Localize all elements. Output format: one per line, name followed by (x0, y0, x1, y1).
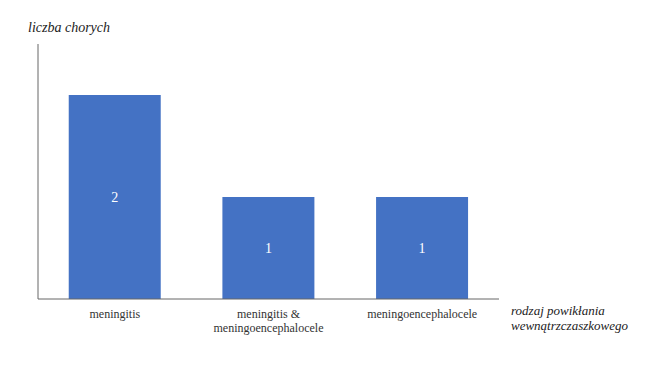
svg-text:2: 2 (111, 190, 118, 205)
svg-text:meningitis &meningoencephaloce: meningitis &meningoencephalocele (214, 307, 324, 335)
svg-text:liczba chorych: liczba chorych (28, 20, 110, 35)
svg-text:meningitis: meningitis (89, 307, 140, 321)
svg-text:1: 1 (265, 241, 272, 256)
svg-text:meningoencephalocele: meningoencephalocele (367, 307, 477, 321)
svg-text:1: 1 (419, 241, 426, 256)
svg-text:rodzaj powikłaniawewnątrzczasz: rodzaj powikłaniawewnątrzczaszkowego (511, 303, 629, 334)
